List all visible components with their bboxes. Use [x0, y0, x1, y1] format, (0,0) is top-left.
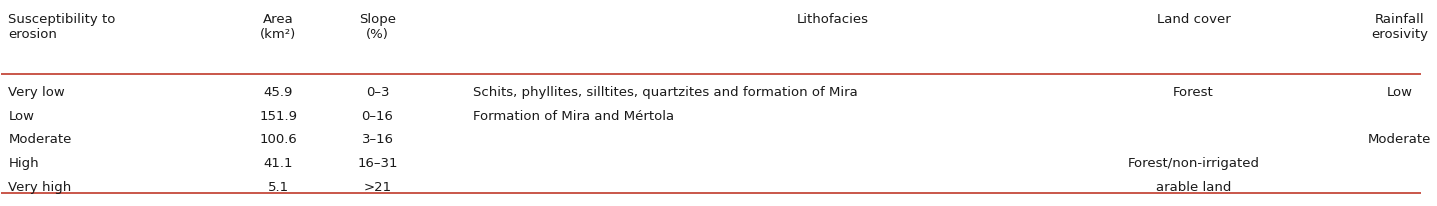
Text: Land cover: Land cover [1157, 13, 1230, 26]
Text: 16–31: 16–31 [358, 157, 398, 170]
Text: 5.1: 5.1 [267, 181, 289, 194]
Text: Forest: Forest [1173, 86, 1214, 99]
Text: 41.1: 41.1 [263, 157, 293, 170]
Text: Low: Low [1387, 86, 1413, 99]
Text: arable land: arable land [1155, 181, 1232, 194]
Text: Susceptibility to
erosion: Susceptibility to erosion [9, 13, 116, 41]
Text: 151.9: 151.9 [259, 110, 297, 123]
Text: Rainfall
erosivity: Rainfall erosivity [1371, 13, 1428, 41]
Text: Moderate: Moderate [9, 133, 72, 146]
Text: Moderate: Moderate [1368, 133, 1431, 146]
Text: 0–16: 0–16 [362, 110, 394, 123]
Text: 100.6: 100.6 [259, 133, 297, 146]
Text: Area
(km²): Area (km²) [260, 13, 296, 41]
Text: Schits, phyllites, silltites, quartzites and formation of Mira: Schits, phyllites, silltites, quartzites… [473, 86, 858, 99]
Text: 0–3: 0–3 [366, 86, 389, 99]
Text: 3–16: 3–16 [362, 133, 394, 146]
Text: Very high: Very high [9, 181, 72, 194]
Text: Lithofacies: Lithofacies [798, 13, 869, 26]
Text: Formation of Mira and Mértola: Formation of Mira and Mértola [473, 110, 674, 123]
Text: High: High [9, 157, 39, 170]
Text: Forest/non-irrigated: Forest/non-irrigated [1128, 157, 1260, 170]
Text: Slope
(%): Slope (%) [359, 13, 397, 41]
Text: >21: >21 [364, 181, 391, 194]
Text: Low: Low [9, 110, 34, 123]
Text: 45.9: 45.9 [263, 86, 293, 99]
Text: Very low: Very low [9, 86, 65, 99]
